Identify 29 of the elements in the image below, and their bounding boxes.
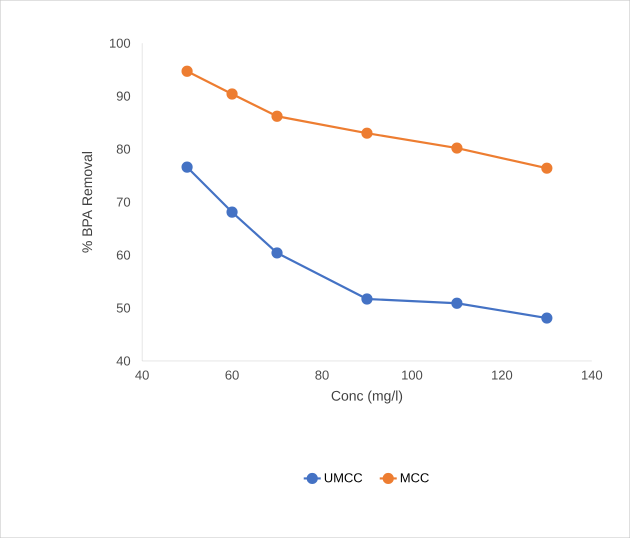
point	[181, 66, 193, 77]
x-tick-label: 40	[135, 370, 149, 380]
y-tick-label: 40	[116, 356, 130, 366]
point	[181, 161, 193, 173]
point	[361, 293, 373, 305]
y-tick-label: 80	[116, 144, 130, 154]
y-tick-label: 70	[116, 197, 130, 207]
y-tick-label: 90	[116, 92, 130, 101]
x-tick-label: 140	[582, 370, 602, 380]
point	[226, 206, 238, 218]
legend-label: MCC	[400, 473, 429, 482]
x-tick-label: 120	[492, 370, 512, 380]
point	[271, 110, 283, 122]
point	[226, 88, 238, 100]
point	[541, 312, 552, 324]
y-tick-label: 50	[116, 303, 130, 313]
y-tick-label: 60	[116, 250, 130, 260]
x-tick-label: 100	[402, 370, 422, 380]
point	[451, 298, 463, 309]
point	[361, 128, 373, 139]
legend-label: UMCC	[324, 473, 362, 482]
point	[271, 247, 283, 258]
x-tick-label: 80	[315, 370, 329, 380]
x-axis-title: Conc (mg/l)	[332, 390, 402, 404]
point	[451, 142, 463, 154]
x-tick-label: 60	[226, 370, 239, 380]
point	[541, 162, 552, 174]
y-axis-title: % BPA Removal	[82, 152, 92, 253]
y-tick-label: 100	[110, 38, 130, 48]
